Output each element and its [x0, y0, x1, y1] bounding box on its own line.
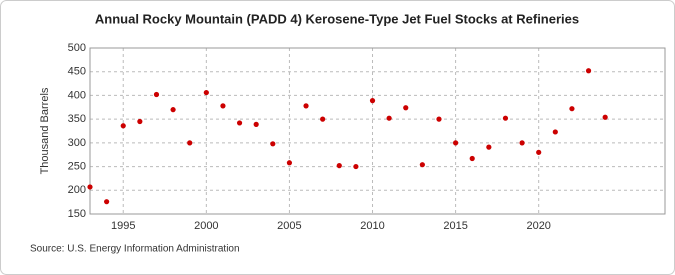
- y-tick-label: 300: [68, 137, 86, 149]
- y-tick-label: 200: [68, 184, 86, 196]
- point: [187, 140, 193, 146]
- y-tick-label: 350: [68, 113, 86, 125]
- point: [236, 120, 243, 126]
- x-tick-label: 2010: [360, 220, 384, 232]
- y-axis-label: Thousand Barrels: [39, 87, 51, 174]
- point: [569, 106, 575, 112]
- point: [270, 141, 276, 147]
- point: [320, 116, 326, 122]
- x-tick-label: 2000: [194, 220, 218, 232]
- point: [403, 105, 409, 111]
- point: [336, 163, 342, 169]
- point: [419, 162, 425, 168]
- point: [303, 103, 309, 109]
- point: [602, 114, 608, 120]
- point: [436, 116, 442, 122]
- point: [469, 155, 475, 162]
- y-tick-label: 500: [68, 42, 86, 54]
- point: [386, 115, 392, 121]
- point: [353, 163, 359, 170]
- point: [120, 123, 126, 129]
- point: [153, 91, 160, 98]
- point: [536, 149, 542, 155]
- point: [486, 144, 492, 150]
- point: [87, 184, 93, 190]
- source: Source: U.S. Energy Information Administ…: [30, 244, 240, 255]
- point: [170, 107, 176, 113]
- y-tick-label: 250: [68, 160, 86, 172]
- point: [502, 115, 509, 121]
- point: [552, 129, 558, 135]
- y-tick-label: 450: [68, 66, 86, 78]
- point: [585, 68, 592, 74]
- point: [519, 140, 525, 146]
- point: [104, 199, 110, 205]
- point: [453, 140, 459, 146]
- point: [286, 160, 293, 166]
- point: [369, 98, 376, 104]
- chart-title: Annual Rocky Mountain (PADD 4) Kerosene-…: [95, 11, 579, 26]
- point: [137, 118, 143, 125]
- plot-border: [89, 47, 666, 215]
- y-tick-label: 150: [68, 208, 86, 220]
- x-tick-label: 1995: [111, 220, 135, 232]
- point: [253, 121, 259, 127]
- y-tick-label: 400: [68, 89, 86, 101]
- x-tick-label: 2015: [443, 220, 467, 232]
- point: [220, 103, 226, 109]
- point: [203, 89, 209, 96]
- x-tick-label: 2020: [526, 220, 550, 232]
- x-tick-label: 2005: [277, 220, 301, 232]
